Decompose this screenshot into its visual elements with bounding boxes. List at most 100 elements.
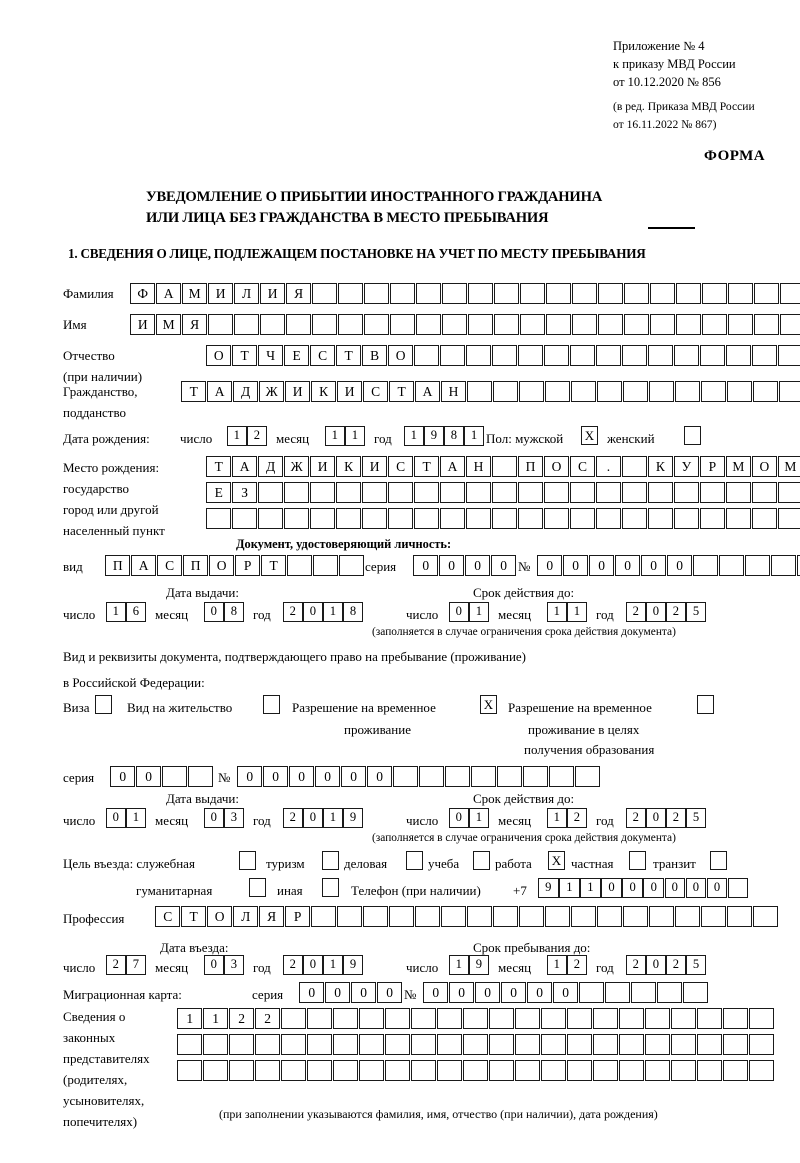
char-cell[interactable]: [722, 1034, 749, 1055]
char-cell[interactable]: С: [155, 906, 181, 927]
char-cell[interactable]: 1: [323, 955, 343, 975]
char-cell[interactable]: 0: [706, 878, 728, 898]
char-cell[interactable]: [596, 906, 623, 927]
char-cell[interactable]: [647, 482, 674, 503]
char-cell[interactable]: 0: [646, 602, 666, 622]
char-cell[interactable]: 0: [303, 808, 323, 828]
char-cell[interactable]: [358, 1060, 385, 1081]
legal-rep-boxes-row2[interactable]: [177, 1034, 775, 1055]
char-cell[interactable]: 0: [526, 982, 553, 1003]
char-cell[interactable]: [727, 878, 749, 898]
char-cell[interactable]: 1: [126, 808, 146, 828]
char-cell[interactable]: 5: [686, 955, 706, 975]
char-cell[interactable]: [699, 482, 726, 503]
char-cell[interactable]: [621, 345, 648, 366]
char-cell[interactable]: 0: [204, 808, 224, 828]
char-cell[interactable]: [439, 508, 466, 529]
char-cell[interactable]: 1: [325, 426, 345, 446]
char-cell[interactable]: 1: [559, 878, 580, 898]
char-cell[interactable]: [670, 1034, 697, 1055]
char-cell[interactable]: [748, 1034, 775, 1055]
char-cell[interactable]: 2: [567, 955, 587, 975]
char-cell[interactable]: [621, 508, 648, 529]
char-cell[interactable]: [644, 1034, 671, 1055]
char-cell[interactable]: [596, 381, 623, 402]
char-cell[interactable]: [519, 314, 546, 335]
char-cell[interactable]: [496, 766, 523, 787]
char-cell[interactable]: [570, 381, 597, 402]
char-cell[interactable]: [332, 1034, 359, 1055]
char-cell[interactable]: 5: [686, 808, 706, 828]
char-cell[interactable]: 0: [449, 808, 469, 828]
education-residence-checkbox[interactable]: [697, 695, 714, 714]
char-cell[interactable]: 1: [469, 602, 489, 622]
char-cell[interactable]: П: [182, 555, 209, 576]
char-cell[interactable]: И: [361, 456, 388, 477]
char-cell[interactable]: [177, 1034, 203, 1055]
char-cell[interactable]: 2: [626, 955, 646, 975]
char-cell[interactable]: [514, 1008, 541, 1029]
char-cell[interactable]: [207, 314, 234, 335]
purpose-work-checkbox[interactable]: X: [548, 851, 565, 870]
char-cell[interactable]: [491, 482, 518, 503]
char-cell[interactable]: [752, 906, 779, 927]
char-cell[interactable]: [280, 1008, 307, 1029]
char-cell[interactable]: [647, 508, 674, 529]
char-cell[interactable]: [571, 314, 598, 335]
char-cell[interactable]: [436, 1060, 463, 1081]
char-cell[interactable]: Т: [413, 456, 440, 477]
char-cell[interactable]: [358, 1008, 385, 1029]
char-cell[interactable]: 0: [474, 982, 501, 1003]
char-cell[interactable]: 1: [345, 426, 365, 446]
char-cell[interactable]: [493, 314, 520, 335]
char-cell[interactable]: 1: [547, 602, 567, 622]
char-cell[interactable]: [306, 1008, 333, 1029]
char-cell[interactable]: [384, 1060, 411, 1081]
char-cell[interactable]: [725, 508, 752, 529]
char-cell[interactable]: [566, 1008, 593, 1029]
char-cell[interactable]: [361, 508, 388, 529]
char-cell[interactable]: [592, 1008, 619, 1029]
char-cell[interactable]: [228, 1060, 255, 1081]
char-cell[interactable]: Е: [206, 482, 232, 503]
char-cell[interactable]: 2: [626, 808, 646, 828]
char-cell[interactable]: [592, 1060, 619, 1081]
char-cell[interactable]: [467, 314, 494, 335]
visa-checkbox[interactable]: [95, 695, 112, 714]
char-cell[interactable]: 2: [247, 426, 267, 446]
char-cell[interactable]: [540, 1008, 567, 1029]
char-cell[interactable]: [470, 766, 497, 787]
char-cell[interactable]: [311, 314, 338, 335]
char-cell[interactable]: [465, 482, 492, 503]
char-cell[interactable]: 1: [404, 426, 424, 446]
char-cell[interactable]: [675, 283, 702, 304]
char-cell[interactable]: 0: [664, 878, 686, 898]
char-cell[interactable]: [436, 1008, 463, 1029]
char-cell[interactable]: [621, 482, 648, 503]
char-cell[interactable]: О: [208, 555, 235, 576]
char-cell[interactable]: [540, 1034, 567, 1055]
char-cell[interactable]: 2: [106, 955, 126, 975]
char-cell[interactable]: 2: [283, 602, 303, 622]
char-cell[interactable]: К: [310, 381, 337, 402]
char-cell[interactable]: У: [673, 456, 700, 477]
char-cell[interactable]: [491, 345, 518, 366]
char-cell[interactable]: [441, 314, 468, 335]
char-cell[interactable]: 0: [204, 955, 224, 975]
char-cell[interactable]: [727, 283, 754, 304]
char-cell[interactable]: [574, 766, 601, 787]
char-cell[interactable]: [514, 1060, 541, 1081]
char-cell[interactable]: [618, 1034, 645, 1055]
char-cell[interactable]: 0: [438, 555, 465, 576]
char-cell[interactable]: [649, 314, 676, 335]
char-cell[interactable]: [569, 508, 596, 529]
char-cell[interactable]: 1: [469, 808, 489, 828]
